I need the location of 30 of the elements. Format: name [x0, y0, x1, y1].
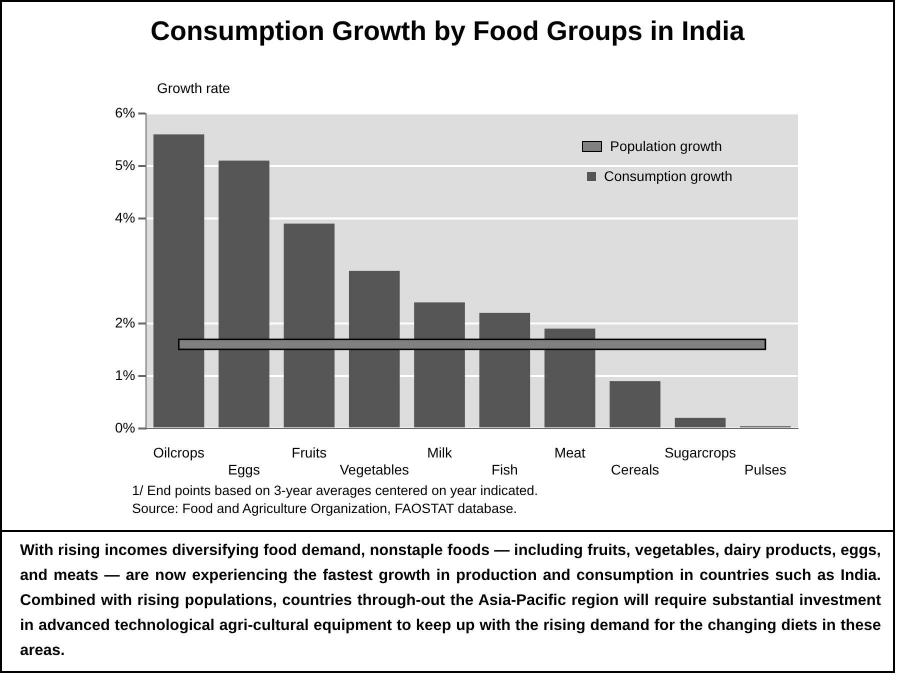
- bar: [218, 160, 270, 428]
- y-tick-label: 6%: [115, 104, 136, 120]
- y-tick-label: 5%: [115, 156, 136, 173]
- y-tick-label: 1%: [115, 366, 136, 383]
- x-tick-label: Vegetables: [340, 461, 409, 478]
- bar: [284, 224, 335, 428]
- bar: [348, 270, 400, 428]
- bar: [610, 381, 660, 428]
- y-tick-label: 0%: [115, 419, 136, 436]
- x-tick-label: Oilcrops: [153, 444, 204, 461]
- bar: [153, 134, 204, 428]
- x-tick-label: Fish: [491, 461, 518, 478]
- x-tick-label: Meat: [554, 444, 586, 461]
- x-tick-label: Sugarcrops: [664, 444, 736, 461]
- bar: [674, 418, 726, 428]
- y-axis-title: Growth rate: [157, 80, 230, 96]
- chart-title: Consumption Growth by Food Groups in India: [150, 16, 746, 47]
- x-tick-label: Cereals: [610, 461, 660, 478]
- bar: [414, 302, 465, 428]
- x-tick-label: Eggs: [228, 461, 260, 478]
- legend-label: Population growth: [610, 138, 722, 154]
- x-tick-label: Pulses: [744, 461, 786, 478]
- legend-label: Consumption growth: [604, 168, 732, 184]
- x-tick-label: Milk: [427, 444, 453, 461]
- source-note: Source: Food and Agriculture Organization, FAOSTAT database.: [132, 500, 518, 518]
- text: With rising incomes diversifying food demand, nonstaple foods — including fruits, vegetables, dairy products, eggs, and meats — are now experiencing the fastest growth in production and consumption in countries such as India. Combined with rising populations, countries through-out the Asia-Pacific region will require substantial investment in advanced technological agri-cultural equipment to keep up with the rising demand for the changing diets in these areas.: [20, 541, 881, 661]
- y-tick-label: 2%: [115, 314, 136, 330]
- x-tick-label: Fruits: [292, 444, 327, 461]
- y-tick-label: 4%: [115, 209, 136, 226]
- text: 1/ End points based on 3-year averages centered on year indicated.: [132, 482, 538, 500]
